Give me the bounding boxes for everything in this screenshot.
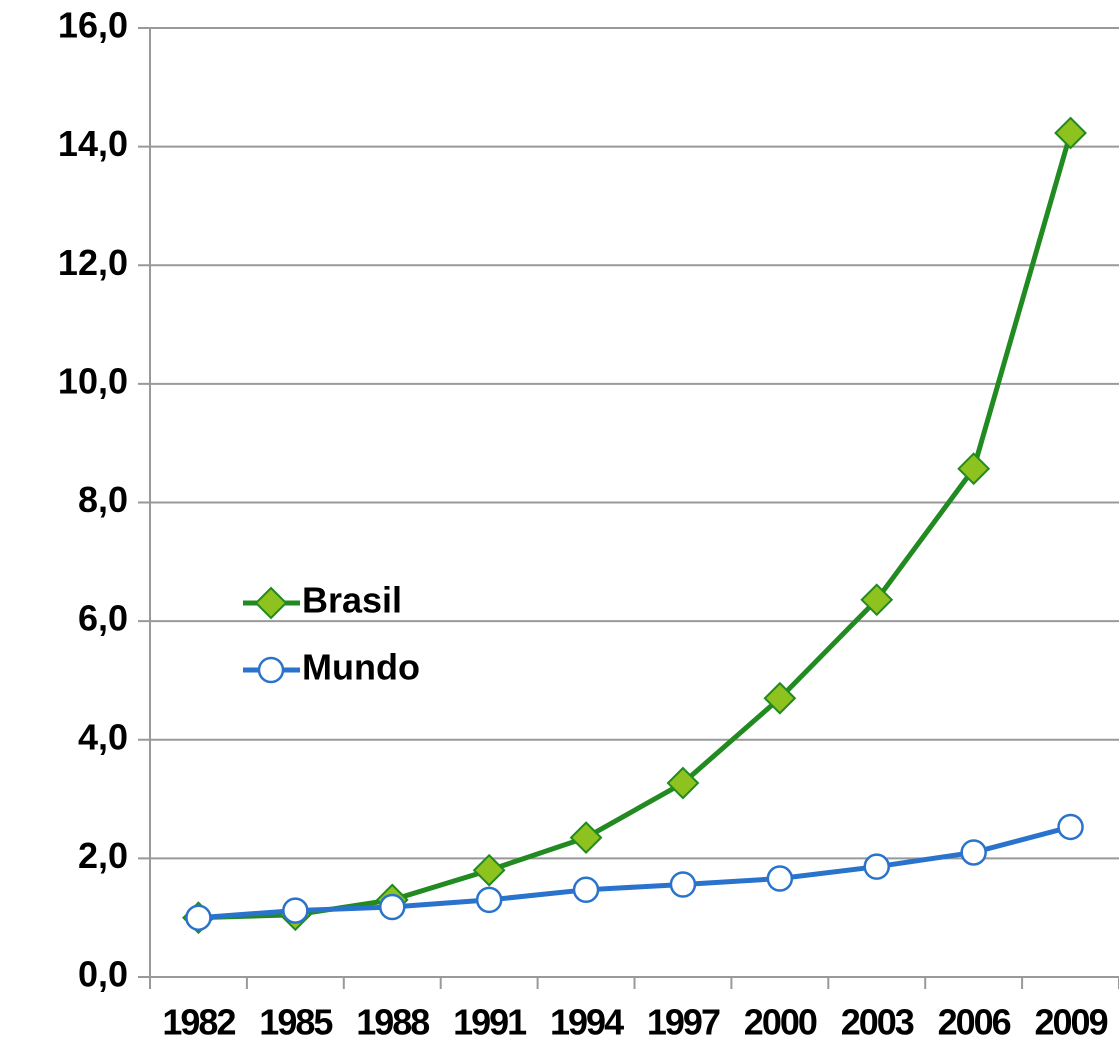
legend-label: Brasil [302, 580, 402, 621]
marker [1057, 813, 1084, 841]
y-tick-label: 4,0 [78, 716, 128, 757]
x-tick-label: 1982 [162, 1002, 235, 1043]
y-tick-label: 2,0 [78, 835, 128, 876]
marker [282, 897, 309, 924]
marker [860, 583, 894, 617]
legend-label: Mundo [302, 647, 420, 688]
x-tick-label: 1991 [453, 1002, 527, 1043]
y-tick-label: 14,0 [58, 123, 128, 164]
x-tick-label: 1994 [550, 1002, 624, 1043]
marker [766, 865, 794, 892]
marker [763, 681, 797, 715]
marker [569, 821, 603, 855]
marker [666, 766, 700, 800]
marker [572, 876, 600, 904]
series [185, 813, 1084, 931]
marker [669, 871, 697, 898]
y-tick-label: 0,0 [78, 954, 128, 995]
x-tick-label: 1988 [356, 1002, 429, 1043]
marker [475, 886, 503, 914]
y-tick-label: 12,0 [58, 242, 128, 283]
marker [863, 853, 890, 880]
y-tick-label: 16,0 [58, 5, 128, 46]
line [198, 132, 1073, 921]
marker [960, 839, 987, 866]
x-tick-label: 2006 [938, 1002, 1011, 1043]
marker [185, 904, 212, 931]
x-tick-label: 2000 [744, 1002, 817, 1043]
line [198, 824, 1072, 921]
y-tick-label: 6,0 [78, 598, 128, 639]
marker [472, 853, 506, 887]
marker [379, 893, 406, 921]
x-tick-label: 2003 [841, 1002, 914, 1043]
y-tick-label: 8,0 [78, 479, 128, 520]
x-tick-label: 1985 [259, 1002, 333, 1043]
marker [254, 586, 288, 620]
x-tick-label: 2009 [1035, 1002, 1108, 1043]
series [182, 116, 1087, 935]
marker [1054, 116, 1087, 150]
marker [257, 656, 285, 684]
marker [957, 452, 991, 486]
y-tick-label: 10,0 [58, 360, 128, 401]
x-tick-label: 1997 [647, 1002, 720, 1043]
